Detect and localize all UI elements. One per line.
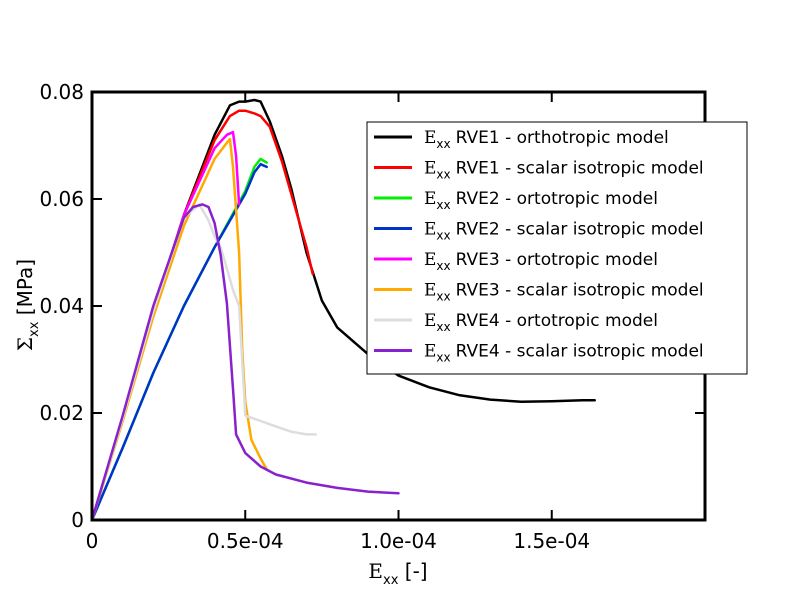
series-line-4	[90, 162, 268, 522]
series-line-5	[90, 130, 241, 522]
legend-series-name: RVE1 - orthotropic model	[456, 128, 669, 148]
legend-label-1: Exx RVE1 - orthotropic model	[424, 128, 669, 151]
legend-symbol: E	[424, 128, 436, 148]
x-tick-label: 0.5e-04	[207, 529, 284, 553]
series-line-1	[90, 98, 596, 522]
legend-label-2: Exx RVE1 - scalar isotropic model	[424, 159, 704, 182]
legend-label-8: Exx RVE4 - scalar isotropic model	[424, 342, 704, 365]
legend-label-7: Exx RVE4 - ortotropic model	[424, 311, 658, 334]
legend-symbol: E	[424, 311, 436, 331]
series-line-6	[90, 137, 268, 522]
legend-subscript: xx	[436, 290, 450, 304]
legend-series-name: RVE3 - ortotropic model	[456, 250, 658, 270]
ticks-layer: 0 0.5e-04 1.0e-04 1.5e-04 0 0.02 0.04 0.06 0.08	[39, 80, 705, 553]
x-axis-title-sub: xx	[383, 573, 399, 588]
legend-subscript: xx	[436, 259, 450, 273]
legend-series-name: RVE2 - ortotropic model	[456, 189, 658, 209]
x-axis-title-unit: [-]	[398, 559, 427, 583]
legend-label-6: Exx RVE3 - scalar isotropic model	[424, 281, 704, 304]
legend-series-name: RVE3 - scalar isotropic model	[456, 281, 704, 301]
y-axis-title-symbol: Σ	[13, 337, 37, 351]
legend-symbol: E	[424, 159, 436, 179]
legend-box	[366, 121, 748, 375]
legend-subscript: xx	[436, 320, 450, 334]
legend-series-name: RVE4 - ortotropic model	[456, 311, 658, 331]
x-tick-label: 0	[86, 529, 99, 553]
legend-symbol: E	[424, 281, 436, 301]
y-tick-label: 0.04	[39, 294, 84, 318]
legend-items: Exx RVE1 - orthotropic model Exx RVE1 - sca…	[374, 128, 704, 365]
legend-subscript: xx	[436, 198, 450, 212]
y-tick-label: 0	[71, 508, 84, 532]
y-tick-label: 0.08	[39, 80, 84, 104]
y-axis-title: Σxx [MPa]	[13, 259, 42, 351]
x-axis-title: Exx [-]	[368, 559, 427, 588]
y-axis-title-sub: xx	[27, 321, 42, 337]
legend-subscript: xx	[436, 229, 450, 243]
legend-label-4: Exx RVE2 - scalar isotropic model	[424, 220, 704, 243]
legend-symbol: E	[424, 220, 436, 240]
legend-series-name: RVE4 - scalar isotropic model	[456, 342, 704, 362]
series-layer	[90, 98, 596, 522]
y-tick-label: 0.02	[39, 401, 84, 425]
x-tick-label: 1.0e-04	[360, 529, 437, 553]
x-tick-label: 1.5e-04	[513, 529, 590, 553]
series-line-8	[90, 203, 400, 522]
y-tick-label: 0.06	[39, 187, 84, 211]
legend: Exx RVE1 - orthotropic model Exx RVE1 - sca…	[366, 121, 748, 375]
y-axis-title-unit: [MPa]	[13, 259, 37, 322]
legend-label-3: Exx RVE2 - ortotropic model	[424, 189, 658, 212]
x-axis-title-symbol: E	[368, 559, 383, 583]
legend-subscript: xx	[436, 168, 450, 182]
legend-label-5: Exx RVE3 - ortotropic model	[424, 250, 658, 273]
legend-symbol: E	[424, 189, 436, 209]
legend-series-name: RVE1 - scalar isotropic model	[456, 159, 704, 179]
legend-subscript: xx	[436, 137, 450, 151]
legend-subscript: xx	[436, 351, 450, 365]
legend-series-name: RVE2 - scalar isotropic model	[456, 220, 704, 240]
legend-symbol: E	[424, 250, 436, 270]
series-line-7	[90, 203, 317, 522]
legend-symbol: E	[424, 342, 436, 362]
